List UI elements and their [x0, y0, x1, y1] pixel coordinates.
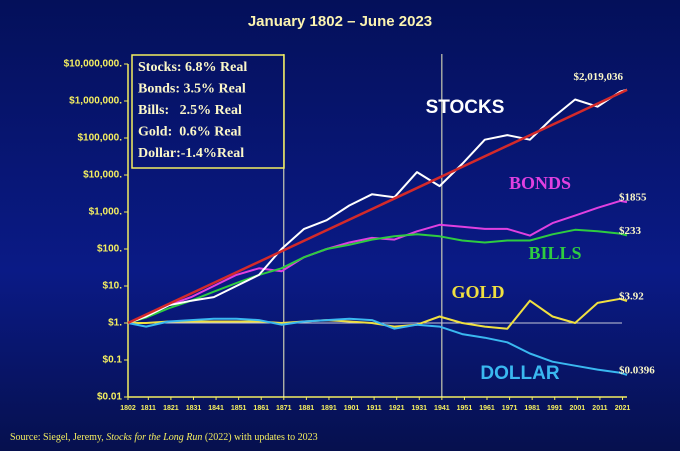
y-tick-label: $100. — [97, 244, 122, 255]
annotation: Dollar:-1.4%Real — [138, 146, 244, 161]
end-label: $2,019,036 — [574, 71, 624, 83]
x-tick-label: 1901 — [344, 405, 360, 412]
x-tick-label: 2021 — [615, 405, 631, 412]
source: Source: Siegel, Jeremy, Stocks for the L… — [10, 432, 318, 443]
x-tick-label: 1881 — [299, 405, 315, 412]
end-label: $3.92 — [619, 291, 644, 303]
x-tick-label: 1811 — [141, 405, 156, 412]
y-tick-label: $0.1 — [103, 355, 123, 366]
series-label: BONDS — [509, 173, 571, 193]
x-tick-label: 1851 — [231, 405, 247, 412]
y-tick-label: $10,000,000. — [64, 59, 123, 70]
series-label: BILLS — [528, 243, 581, 263]
annotation: Bills: 2.5% Real — [138, 103, 242, 118]
series-line — [127, 88, 628, 324]
end-label: $233 — [619, 225, 642, 237]
source-part: Source: Siegel, Jeremy, — [10, 432, 106, 443]
annotation: Gold: 0.6% Real — [138, 125, 242, 140]
x-tick-label: 1951 — [457, 405, 473, 412]
y-tick-label: $1,000,000. — [69, 96, 122, 107]
x-tick-label: 1931 — [411, 405, 427, 412]
x-tick-label: 1871 — [276, 405, 292, 412]
x-tick-label: 1981 — [524, 405, 540, 412]
series-label: DOLLAR — [480, 363, 559, 384]
annotation: Stocks: 6.8% Real — [138, 60, 247, 75]
series-label: STOCKS — [426, 97, 505, 118]
x-tick-label: 1991 — [547, 405, 563, 412]
y-tick-label: $10,000. — [83, 170, 122, 181]
series-line — [127, 317, 628, 376]
y-tick-label: $0.01 — [97, 392, 122, 403]
x-tick-label: 2011 — [592, 405, 607, 412]
x-tick-label: 1911 — [367, 405, 382, 412]
x-tick-label: 1802 — [120, 405, 136, 412]
source-part: Stocks for the Long Run — [106, 432, 202, 443]
y-tick-label: $100,000. — [78, 133, 123, 144]
chart-title: January 1802 – June 2023 — [248, 13, 432, 30]
series-line — [127, 228, 628, 324]
x-tick-label: 1831 — [186, 405, 202, 412]
x-tick-label: 1861 — [253, 405, 269, 412]
source-part: (2022) with updates to 2023 — [202, 432, 317, 443]
x-tick-label: 1961 — [479, 405, 495, 412]
end-label: $0.0396 — [619, 364, 655, 376]
x-tick-label: 1891 — [321, 405, 337, 412]
trend-line — [127, 88, 628, 325]
x-tick-label: 1821 — [163, 405, 179, 412]
x-tick-label: 1841 — [208, 405, 224, 412]
series-label: GOLD — [451, 282, 504, 302]
y-tick-label: $10. — [103, 281, 123, 292]
annotation-box — [131, 54, 285, 169]
x-tick-label: 1921 — [389, 405, 405, 412]
x-tick-label: 1941 — [434, 405, 450, 412]
x-tick-label: 1971 — [502, 405, 518, 412]
annotation: Bonds: 3.5% Real — [138, 82, 246, 97]
y-tick-label: $1. — [108, 318, 122, 329]
x-tick-label: 2001 — [570, 405, 586, 412]
end-label: $1855 — [619, 192, 647, 204]
y-tick-label: $1,000. — [89, 207, 123, 218]
